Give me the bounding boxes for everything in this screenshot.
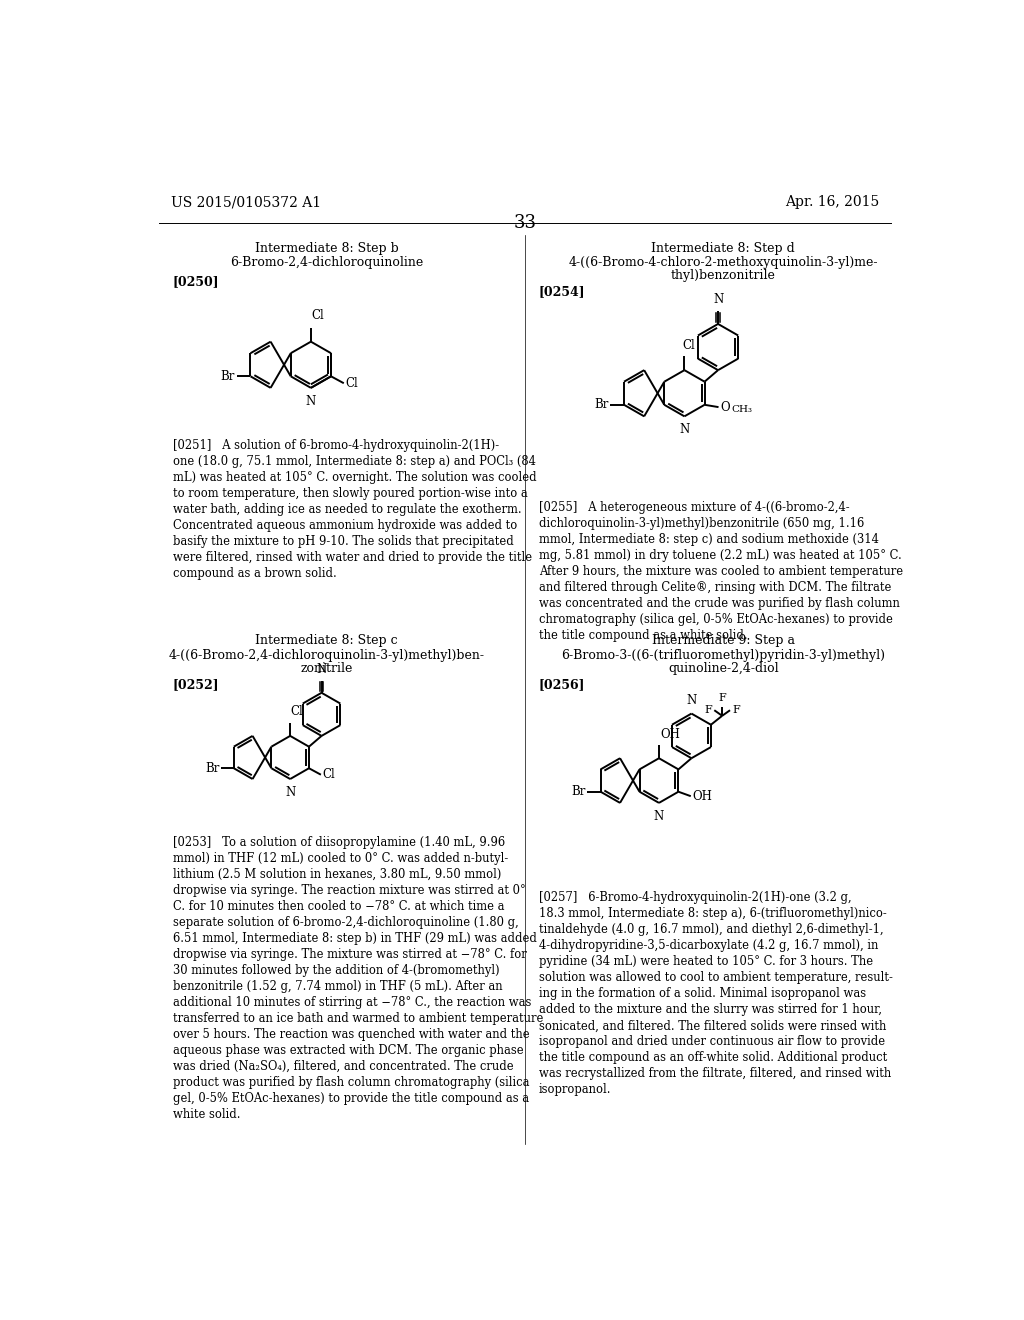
Text: 4-((6-Bromo-2,4-dichloroquinolin-3-yl)methyl)ben-: 4-((6-Bromo-2,4-dichloroquinolin-3-yl)me…: [168, 649, 484, 661]
Text: Intermediate 9: Step a: Intermediate 9: Step a: [651, 635, 795, 647]
Text: Apr. 16, 2015: Apr. 16, 2015: [784, 195, 879, 210]
Text: OH: OH: [692, 789, 713, 803]
Text: F: F: [718, 693, 726, 704]
Text: F: F: [732, 705, 740, 715]
Text: F: F: [705, 705, 712, 715]
Text: N: N: [679, 424, 689, 437]
Text: Cl: Cl: [323, 768, 335, 781]
Text: Cl: Cl: [290, 705, 303, 718]
Text: CH₃: CH₃: [731, 405, 752, 414]
Text: [0255]   A heterogeneous mixture of 4-((6-bromo-2,4-
dichloroquinolin-3-yl)methy: [0255] A heterogeneous mixture of 4-((6-…: [539, 502, 903, 642]
Text: OH: OH: [660, 729, 680, 741]
Text: N: N: [306, 395, 316, 408]
Text: 6-Bromo-3-((6-(trifluoromethyl)pyridin-3-yl)methyl): 6-Bromo-3-((6-(trifluoromethyl)pyridin-3…: [561, 649, 885, 661]
Text: N: N: [713, 293, 723, 306]
Text: thyl)benzonitrile: thyl)benzonitrile: [671, 269, 775, 282]
Text: [0250]: [0250]: [173, 276, 219, 289]
Text: [0253]   To a solution of diisopropylamine (1.40 mL, 9.96
mmol) in THF (12 mL) c: [0253] To a solution of diisopropylamine…: [173, 836, 544, 1121]
Text: Cl: Cl: [345, 376, 358, 389]
Text: Intermediate 8: Step b: Intermediate 8: Step b: [255, 242, 398, 255]
Text: O: O: [720, 400, 730, 413]
Text: Br: Br: [205, 762, 219, 775]
Text: Br: Br: [571, 785, 586, 799]
Text: 4-((6-Bromo-4-chloro-2-methoxyquinolin-3-yl)me-: 4-((6-Bromo-4-chloro-2-methoxyquinolin-3…: [568, 256, 878, 269]
Text: Cl: Cl: [311, 309, 324, 322]
Text: N: N: [316, 663, 327, 676]
Text: zonitrile: zonitrile: [300, 663, 352, 675]
Text: N: N: [285, 785, 295, 799]
Text: 33: 33: [513, 214, 537, 232]
Text: Intermediate 8: Step d: Intermediate 8: Step d: [651, 242, 795, 255]
Text: Cl: Cl: [682, 339, 695, 352]
Text: Intermediate 8: Step c: Intermediate 8: Step c: [255, 635, 397, 647]
Text: [0254]: [0254]: [539, 285, 586, 298]
Text: N: N: [686, 694, 696, 708]
Text: [0252]: [0252]: [173, 678, 219, 692]
Text: Br: Br: [594, 399, 608, 412]
Text: 6-Bromo-2,4-dichloroquinoline: 6-Bromo-2,4-dichloroquinoline: [229, 256, 423, 269]
Text: N: N: [654, 810, 665, 822]
Text: Br: Br: [220, 370, 234, 383]
Text: [0251]   A solution of 6-bromo-4-hydroxyquinolin-2(1H)-
one (18.0 g, 75.1 mmol, : [0251] A solution of 6-bromo-4-hydroxyqu…: [173, 440, 537, 581]
Text: US 2015/0105372 A1: US 2015/0105372 A1: [171, 195, 321, 210]
Text: quinoline-2,4-diol: quinoline-2,4-diol: [668, 663, 778, 675]
Text: [0256]: [0256]: [539, 678, 586, 692]
Text: [0257]   6-Bromo-4-hydroxyquinolin-2(1H)-one (3.2 g,
18.3 mmol, Intermediate 8: : [0257] 6-Bromo-4-hydroxyquinolin-2(1H)-o…: [539, 891, 893, 1097]
